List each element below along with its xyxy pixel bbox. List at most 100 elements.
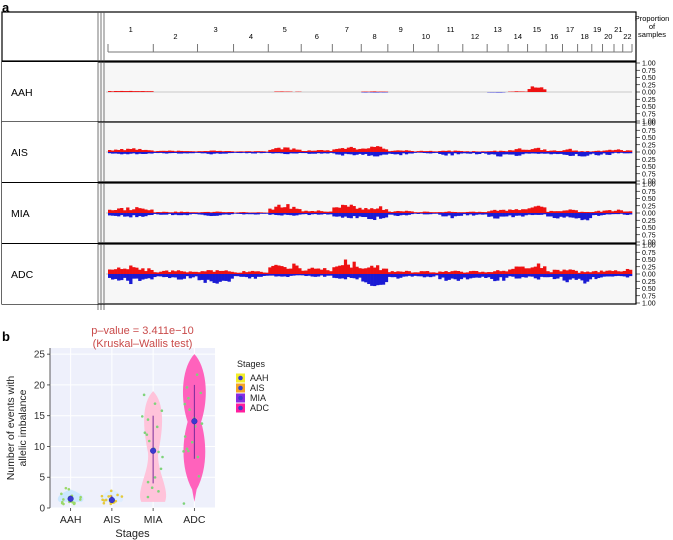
legend-swatch-dot — [238, 375, 243, 381]
loss-bar — [602, 152, 606, 154]
gain-bar — [481, 271, 485, 274]
loss-bar — [393, 213, 397, 216]
gain-bar — [602, 210, 606, 213]
data-point — [200, 422, 204, 425]
gain-bar — [114, 91, 118, 92]
loss-bar — [280, 274, 284, 277]
loss-bar — [329, 213, 333, 215]
gain-bar — [170, 212, 175, 213]
loss-bar — [562, 152, 566, 155]
gain-bar — [120, 269, 124, 274]
loss-bar — [185, 274, 189, 277]
data-point — [197, 474, 201, 478]
gain-bar — [508, 269, 512, 274]
gain-bar — [200, 151, 204, 152]
loss-bar — [352, 152, 356, 156]
gain-bar — [478, 211, 482, 213]
loss-bar — [580, 213, 584, 221]
legend-title: Stages — [237, 359, 266, 369]
loss-bar — [487, 274, 491, 278]
loss-bar — [390, 274, 394, 278]
loss-bar — [611, 213, 615, 215]
gain-bar — [129, 210, 133, 213]
loss-bar — [594, 152, 598, 156]
gain-bar — [376, 208, 380, 213]
gain-bar — [352, 206, 356, 213]
loss-bar — [425, 152, 430, 154]
gain-bar — [499, 271, 503, 274]
loss-bar — [200, 213, 204, 215]
gain-bar — [450, 271, 454, 274]
gain-bar — [108, 91, 112, 92]
gain-bar — [616, 209, 621, 213]
loss-bar — [521, 152, 525, 155]
gain-bar — [459, 271, 464, 274]
gain-bar — [435, 272, 439, 274]
loss-bar — [289, 152, 293, 154]
loss-bar — [586, 213, 590, 221]
data-point — [73, 501, 76, 505]
gain-bar — [230, 151, 234, 152]
loss-bar — [141, 152, 145, 154]
gain-bar — [295, 208, 299, 213]
y-tick-label: 1.00 — [642, 121, 656, 128]
gain-bar — [335, 148, 339, 152]
gain-bar — [182, 271, 187, 274]
loss-bar — [447, 152, 451, 154]
loss-bar — [242, 213, 246, 215]
gain-bar — [416, 151, 420, 152]
loss-bar — [511, 274, 515, 277]
loss-bar — [304, 213, 308, 215]
data-point — [101, 498, 104, 502]
loss-bar — [543, 213, 547, 215]
gain-bar — [387, 151, 391, 152]
loss-bar — [543, 274, 547, 278]
gain-bar — [132, 267, 136, 274]
gain-bar — [191, 151, 195, 152]
loss-bar — [316, 152, 321, 154]
gain-bar — [543, 266, 547, 274]
gain-bar — [355, 266, 359, 274]
loss-bar — [295, 152, 299, 154]
gain-bar — [432, 212, 436, 213]
loss-bar — [138, 152, 142, 154]
loss-bar — [599, 213, 603, 216]
gain-bar — [144, 91, 148, 92]
loss-bar — [200, 274, 204, 280]
y-tick-label: 0.50 — [642, 196, 656, 203]
loss-bar — [292, 274, 296, 276]
gain-bar — [521, 149, 525, 152]
gain-bar — [280, 207, 284, 213]
gain-bar — [508, 209, 512, 213]
loss-bar — [280, 213, 284, 216]
data-point — [146, 480, 150, 484]
loss-bar — [126, 152, 130, 155]
loss-bar — [367, 274, 371, 285]
y-tick-label: 0.00 — [642, 272, 656, 279]
loss-bar — [332, 152, 336, 154]
data-point — [146, 418, 150, 421]
gain-bar — [468, 271, 473, 274]
gain-bar — [191, 212, 195, 213]
gain-bar — [111, 210, 115, 213]
loss-bar — [432, 152, 436, 154]
gain-bar — [123, 150, 127, 152]
gain-bar — [549, 150, 553, 152]
gain-bar — [511, 150, 515, 152]
loss-bar — [245, 274, 249, 278]
loss-bar — [616, 274, 621, 276]
gain-bar — [530, 86, 535, 92]
loss-bar — [530, 274, 535, 277]
gain-bar — [533, 266, 538, 274]
loss-bar — [505, 213, 509, 217]
loss-bar — [416, 213, 420, 214]
loss-bar — [422, 274, 427, 278]
loss-bar — [533, 152, 538, 154]
gain-bar — [562, 150, 566, 152]
gain-bar — [162, 270, 166, 274]
gain-bar — [197, 151, 201, 152]
gain-bar — [543, 89, 547, 92]
loss-bar — [349, 274, 353, 278]
loss-bar — [323, 274, 327, 277]
loss-bar — [168, 152, 172, 154]
